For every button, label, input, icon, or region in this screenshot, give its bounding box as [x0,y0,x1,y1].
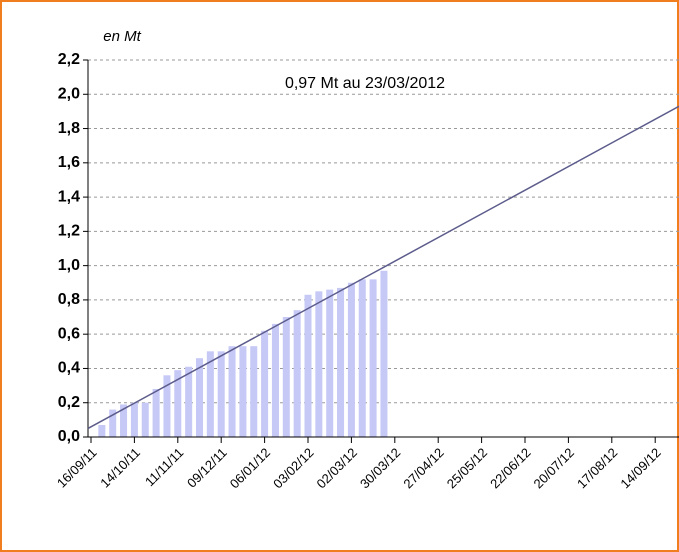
bar [261,330,269,437]
y-tick-label: 1,2 [58,223,80,240]
bar [304,294,312,437]
y-tick-label: 0,8 [58,291,80,308]
bar [293,310,301,437]
trend-line [87,105,679,430]
bar [141,402,149,437]
y-tick-label: 2,0 [58,85,80,102]
bar [185,366,193,437]
bar [282,317,290,437]
bar [130,402,138,437]
bar [174,370,182,437]
bar [250,346,258,437]
y-tick-label: 1,0 [58,257,80,274]
bar [315,291,323,437]
y-tick-label: 1,6 [58,154,80,171]
bar [98,425,106,437]
bar [196,358,203,437]
bar [217,351,225,437]
bar [358,279,366,437]
bar [109,409,117,437]
y-tick-label: 0,0 [58,428,80,445]
y-tick-label: 1,8 [58,120,80,137]
y-tick-label: 0,2 [58,394,80,411]
bar [228,346,236,437]
bar [120,404,128,437]
y-tick-label: 1,4 [58,188,80,205]
y-tick-label: 0,4 [58,360,80,377]
bar [239,346,247,437]
bar [163,375,171,437]
bar [347,282,355,437]
bar [206,351,214,437]
y-tick-label: 0,6 [58,325,80,342]
bar [271,323,279,437]
annotation: 0,97 Mt au 23/03/2012 [285,75,445,92]
bar [152,389,160,437]
bar [369,279,377,437]
axis-title: en Mt [103,28,141,45]
y-tick-label: 2,2 [58,51,80,68]
bar [380,270,388,437]
bar [326,289,334,437]
bar [337,287,345,437]
